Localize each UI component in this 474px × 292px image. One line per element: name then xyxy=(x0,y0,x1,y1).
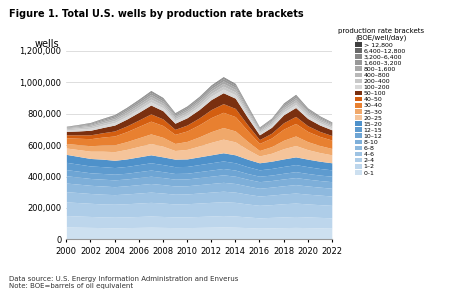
Legend: > 12,800, 6,400–12,800, 3,200–6,400, 1,600–3,200, 800–1,600, 400–800, 200–400, 1: > 12,800, 6,400–12,800, 3,200–6,400, 1,6… xyxy=(337,28,424,175)
Text: Figure 1. Total U.S. wells by production rate brackets: Figure 1. Total U.S. wells by production… xyxy=(9,9,304,19)
Text: Data source: U.S. Energy Information Administration and Enverus
Note: BOE=barrel: Data source: U.S. Energy Information Adm… xyxy=(9,276,239,289)
Text: wells: wells xyxy=(35,39,59,49)
